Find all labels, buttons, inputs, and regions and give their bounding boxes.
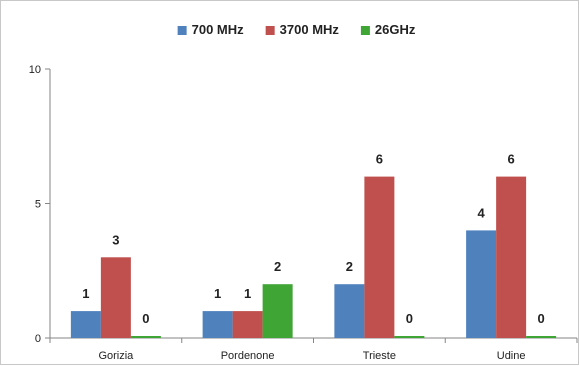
data-label: 0: [538, 311, 545, 326]
bar-700-mhz-gorizia: [70, 311, 101, 338]
legend: 700 MHz 3700 MHz 26GHz: [177, 22, 416, 37]
data-label: 6: [376, 152, 383, 167]
data-label: 1: [244, 286, 251, 301]
bar-26ghz-trieste: [394, 336, 425, 338]
bar-3700-mhz-trieste: [364, 176, 395, 338]
bar-700-mhz-trieste: [334, 284, 365, 338]
data-label: 0: [142, 311, 149, 326]
x-category-label: Gorizia: [98, 350, 134, 362]
y-tick-label: 0: [35, 333, 41, 345]
legend-swatch: [177, 26, 187, 35]
bar-26ghz-gorizia: [130, 336, 161, 338]
bar-3700-mhz-pordenone: [232, 311, 263, 338]
bar-700-mhz-udine: [466, 230, 497, 338]
data-label: 4: [478, 205, 486, 220]
legend-label: 26GHz: [375, 22, 416, 37]
bar-26ghz-pordenone: [262, 284, 293, 338]
x-category-label: Udine: [497, 350, 526, 362]
x-category-label: Pordenone: [221, 350, 275, 362]
y-tick-label: 10: [29, 64, 41, 76]
data-label: 2: [274, 259, 281, 274]
legend-swatch: [360, 26, 370, 35]
legend-swatch: [265, 26, 275, 35]
legend-label: 700 MHz: [192, 22, 245, 37]
bar-3700-mhz-gorizia: [100, 257, 131, 338]
data-label: 6: [508, 152, 515, 167]
data-label: 1: [82, 286, 89, 301]
y-tick-label: 5: [35, 199, 41, 211]
bar-700-mhz-pordenone: [202, 311, 233, 338]
bar-3700-mhz-udine: [496, 176, 527, 338]
data-label: 2: [346, 259, 353, 274]
bar-26ghz-udine: [526, 336, 557, 338]
data-label: 3: [112, 232, 119, 247]
data-label: 1: [214, 286, 221, 301]
legend-label: 3700 MHz: [280, 22, 340, 37]
x-category-label: Trieste: [363, 350, 396, 362]
data-label: 0: [406, 311, 413, 326]
